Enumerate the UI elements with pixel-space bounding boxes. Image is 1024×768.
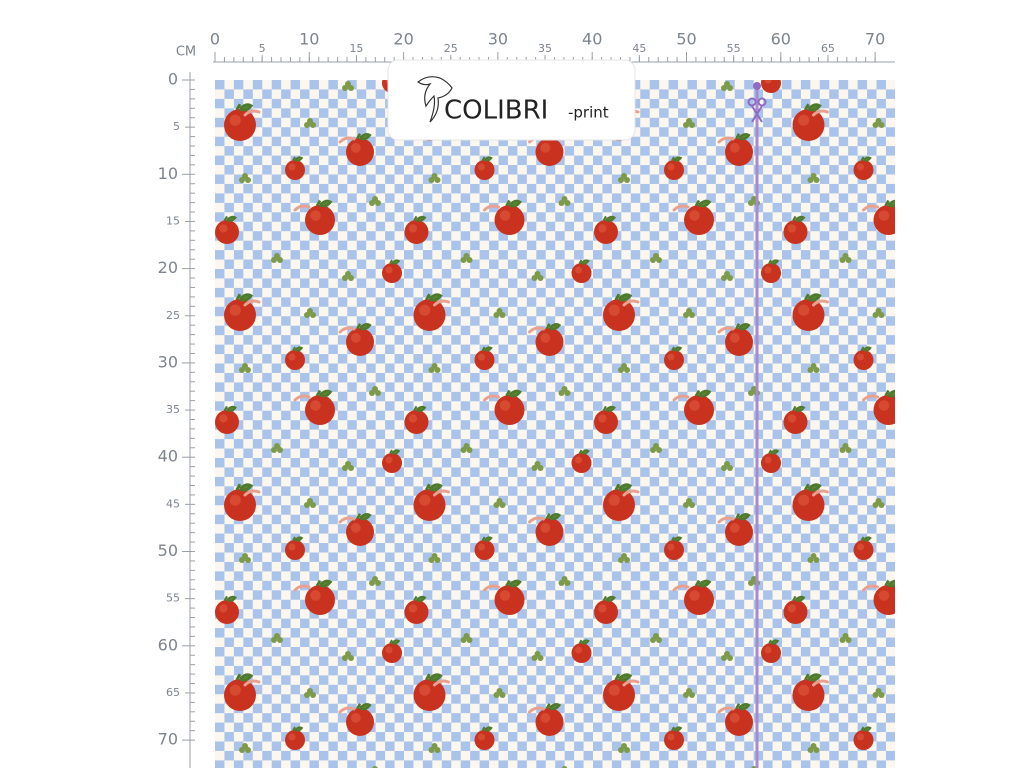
left-ruler-label: 65 [166,686,180,699]
ruler: CM 0 5 10 15 20 25 30 35 40 45 50 55 60 65 70 0 5 10 15 20 2… [158,30,895,768]
left-ruler-label: 15 [166,214,180,227]
top-ruler-label: 55 [727,42,741,55]
unit-label: CM [176,45,196,60]
top-ruler-label: 40 [582,30,602,49]
left-ruler-label: 60 [158,635,178,654]
top-ruler-label: 50 [676,30,696,49]
top-ruler-label: 20 [393,30,413,49]
left-ruler-label: 35 [166,403,180,416]
left-ruler-label: 30 [158,352,178,371]
top-ruler-label: 45 [632,42,646,55]
top-ruler-label: 15 [349,42,363,55]
cut-line [747,82,767,768]
logo-name: COLIBRI [444,96,548,126]
left-ruler-label: 70 [158,730,178,749]
top-ruler-label: 10 [299,30,319,49]
top-ruler-label: 25 [444,42,458,55]
left-ruler-label: 10 [158,164,178,183]
left-ruler-label: 40 [158,447,178,466]
left-ruler-label: 0 [168,70,178,89]
logo: COLIBRI -print [387,59,636,141]
top-ruler-label: 65 [821,42,835,55]
left-ruler-label: 55 [166,592,180,605]
left-ruler-label: 45 [166,497,180,510]
fabric [215,80,895,768]
left-ruler-label: 25 [166,309,180,322]
top-ruler-label: 30 [488,30,508,49]
top-ruler-label: 0 [210,30,220,49]
top-ruler-label: 35 [538,42,552,55]
logo-suffix: -print [568,104,609,122]
left-ruler-label: 20 [158,258,178,277]
top-ruler-label: 60 [771,30,791,49]
left-ruler-label: 50 [158,541,178,560]
top-ruler-label: 5 [259,42,266,55]
left-ruler-label: 5 [173,120,180,133]
top-ruler-label: 70 [865,30,885,49]
